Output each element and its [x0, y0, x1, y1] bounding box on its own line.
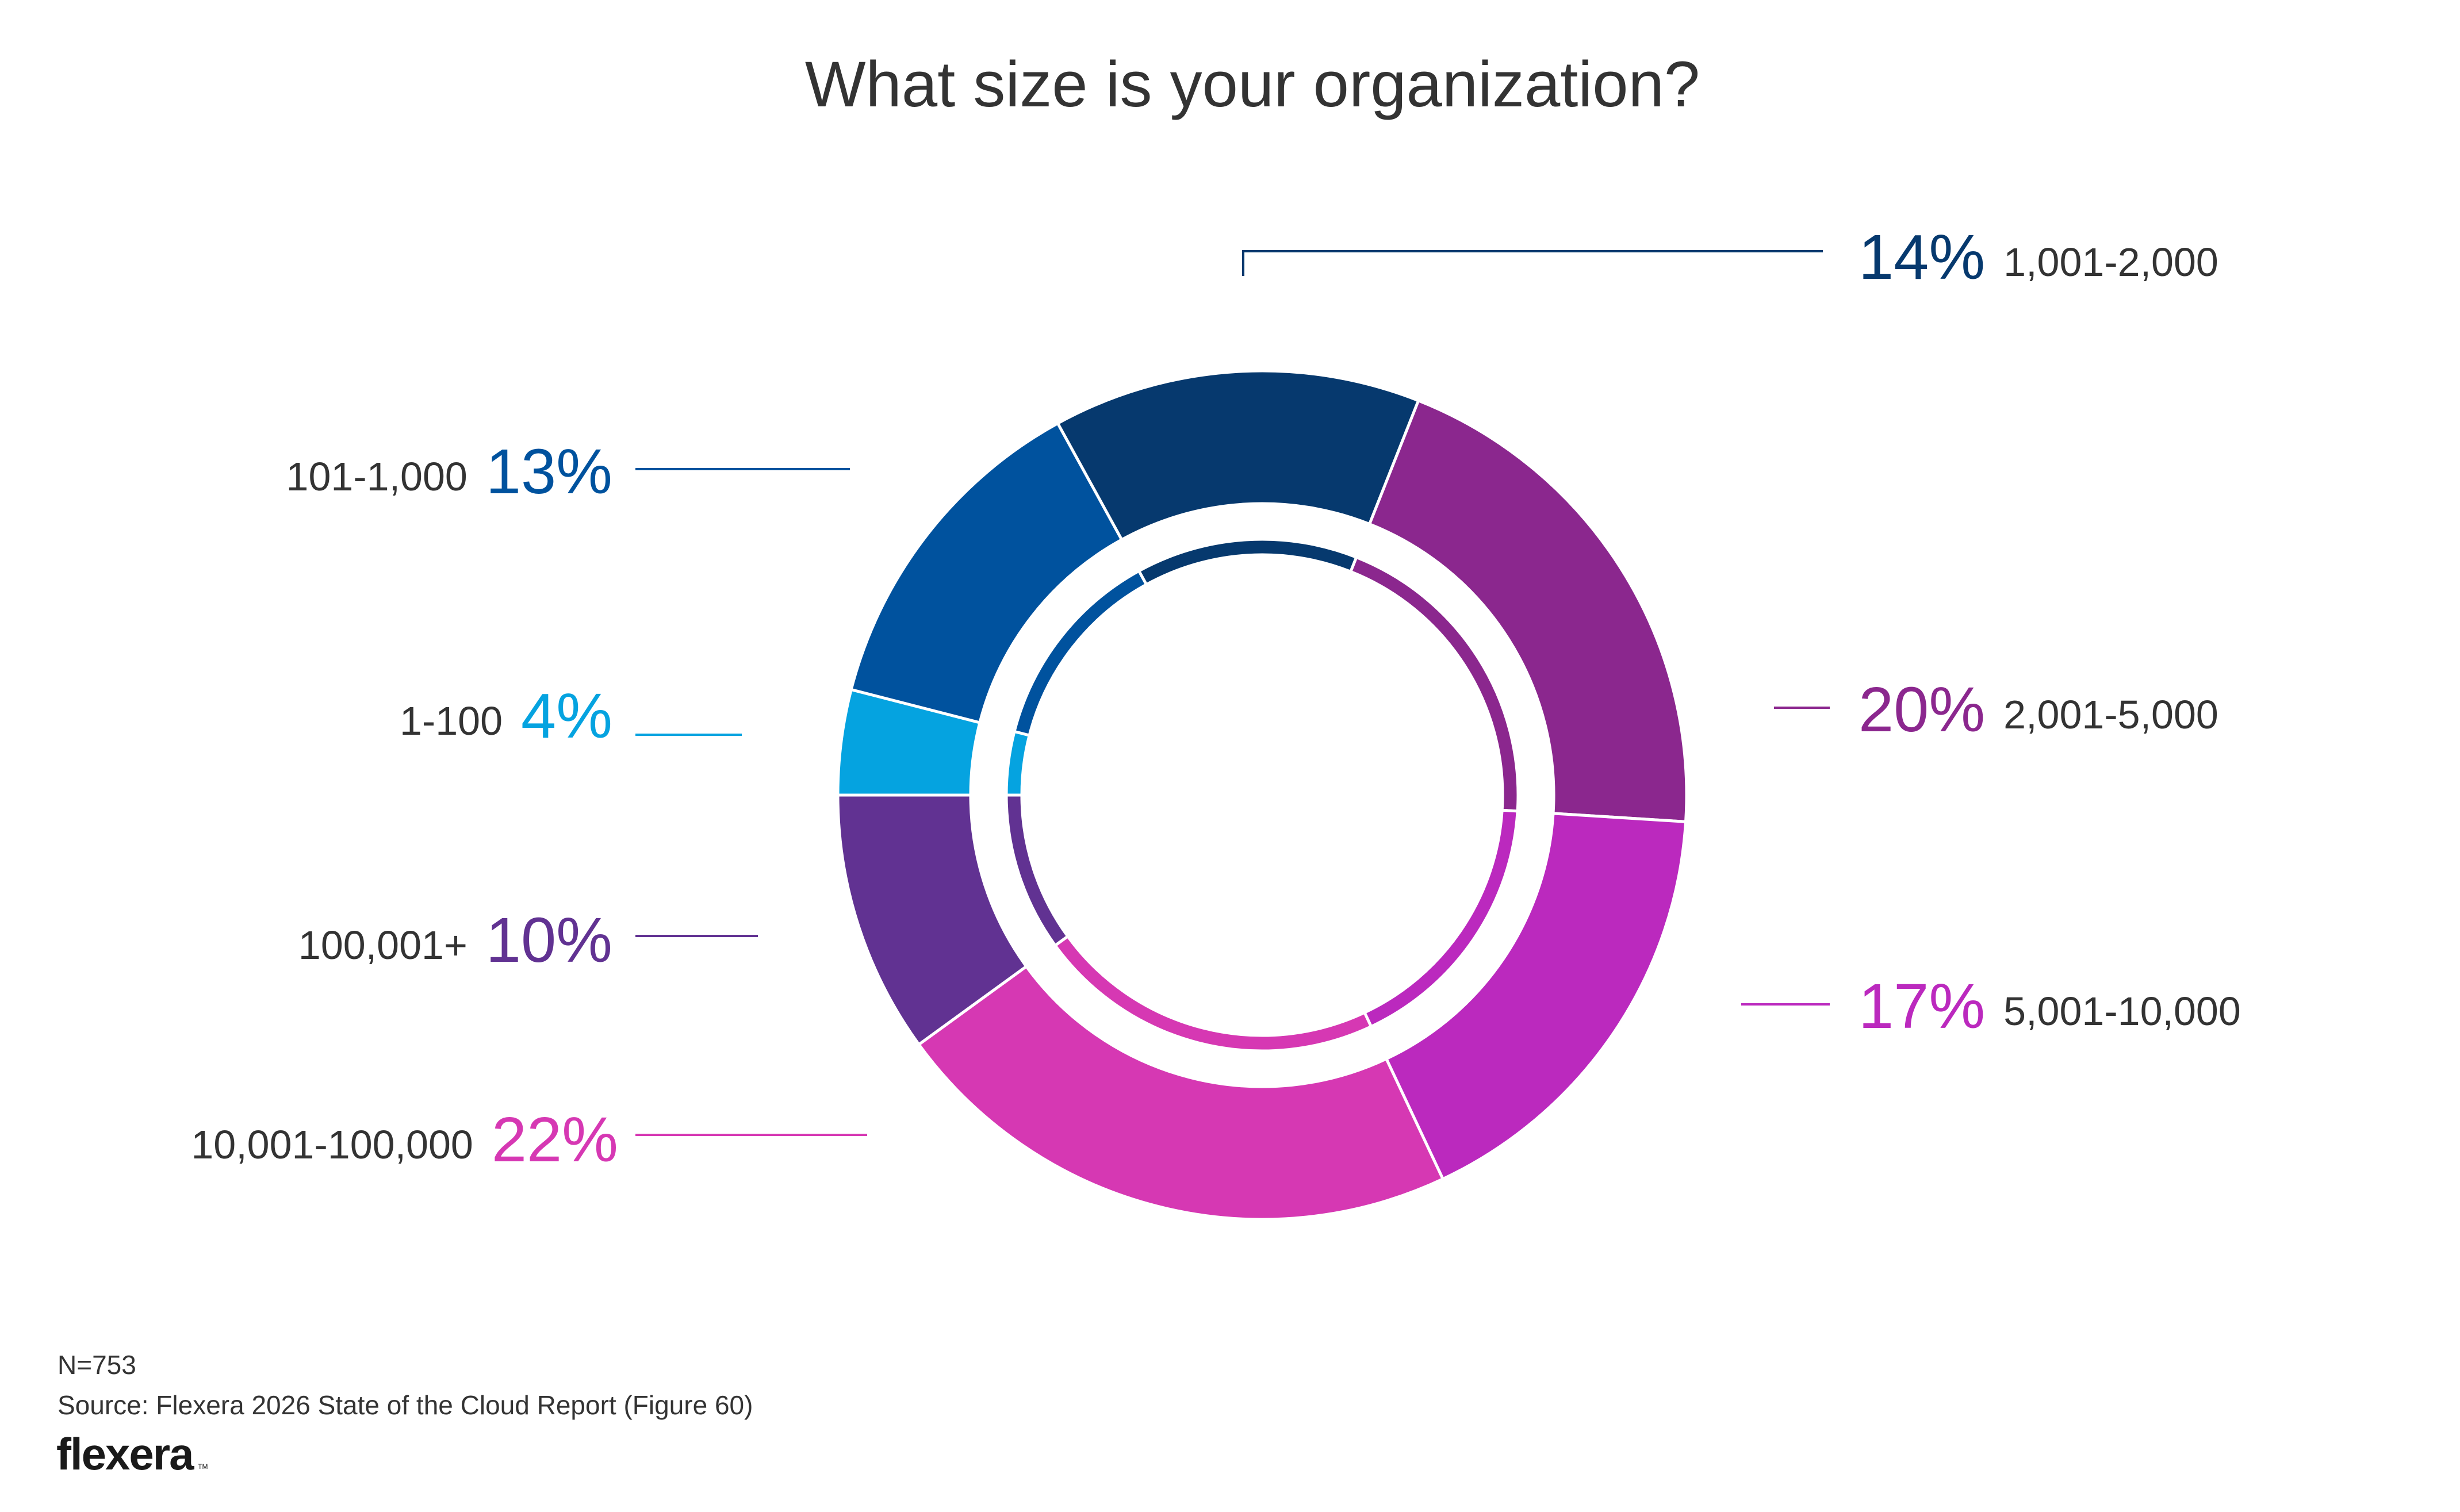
category-label: 1,001-2,000 [2003, 240, 2218, 285]
slice-inner [1137, 538, 1359, 587]
outer-ring [836, 369, 1688, 1221]
flexera-logo: flexera TM [56, 1429, 208, 1479]
label-row: 20% 2,001-5,000 [1859, 674, 2218, 745]
logo-trademark: TM [198, 1463, 208, 1471]
category-label: 5,001-10,000 [2003, 989, 2241, 1034]
value-label: 22% [492, 1104, 618, 1175]
slice-outer [917, 964, 1445, 1221]
value-label: 4% [521, 681, 612, 751]
inner-ring [1005, 538, 1520, 1053]
label-row: 14% 1,001-2,000 [1859, 222, 2218, 293]
category-label: 100,001+ [298, 923, 468, 968]
category-label: 101-1,000 [286, 454, 468, 499]
value-label: 17% [1859, 971, 1985, 1042]
slice-inner [1005, 793, 1070, 948]
category-label: 2,001-5,000 [2003, 692, 2218, 737]
slice-outer [1384, 812, 1688, 1181]
value-label: 20% [1859, 674, 1985, 745]
leader-lines [635, 250, 1830, 1136]
label-row: 10% 100,001+ [298, 905, 612, 976]
slice-outer [836, 793, 1029, 1047]
label-row: 13% 101-1,000 [286, 436, 612, 507]
sample-size: N=753 [58, 1350, 136, 1380]
slice-inner [1005, 730, 1032, 797]
category-label: 10,001-100,000 [191, 1122, 473, 1167]
slice-outer [1367, 398, 1688, 823]
value-label: 14% [1859, 222, 1985, 293]
slice-inner [1053, 934, 1373, 1053]
label-row: 22% 10,001-100,000 [191, 1104, 618, 1175]
value-label: 10% [486, 905, 612, 976]
category-label: 1-100 [400, 699, 503, 743]
label-row: 4% 1-100 [400, 681, 612, 751]
label-row: 17% 5,001-10,000 [1859, 971, 2241, 1042]
source-note: Source: Flexera 2026 State of the Cloud … [58, 1390, 753, 1420]
slice-labels: 4% 1-100 13% 101-1,000 14% 1,001-2,000 20% 2,00… [191, 222, 2240, 1175]
logo-wordmark: flexera [56, 1429, 194, 1479]
value-label: 13% [486, 436, 612, 507]
slice-outer [1056, 369, 1420, 542]
chart-title: What size is your organization? [805, 48, 1700, 120]
